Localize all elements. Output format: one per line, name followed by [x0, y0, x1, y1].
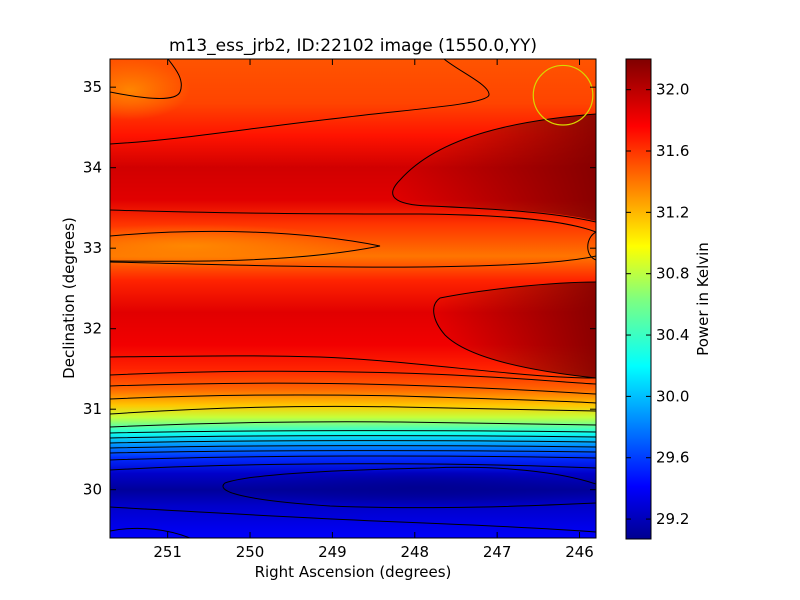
colorbar — [625, 58, 652, 540]
colorbar-ticks: 29.2 29.6 30.0 30.4 30.8 31.2 31.6 32.0 — [626, 81, 689, 528]
x-axis-ticks: 251 250 249 248 247 246 — [153, 59, 594, 561]
y-tick-label: 33 — [83, 239, 102, 257]
y-tick-label: 32 — [83, 320, 102, 338]
dark-region-upper-right — [393, 114, 596, 221]
colorbar-tick-label: 30.0 — [656, 387, 689, 405]
chart-title: m13_ess_jrb2, ID:22102 image (1550.0,YY) — [169, 36, 537, 56]
colorbar-tick-label: 31.6 — [656, 142, 689, 160]
colorbar-label: Power in Kelvin — [694, 242, 712, 356]
warm-blob-corner — [110, 60, 190, 120]
y-tick-label: 31 — [83, 400, 102, 418]
plot-frame — [109, 58, 597, 539]
y-tick-label: 30 — [83, 481, 102, 499]
colorbar-tick-label: 30.4 — [656, 326, 689, 344]
x-tick-label: 247 — [483, 543, 512, 561]
dark-region-right — [433, 282, 596, 378]
colorbar-tick-label: 29.6 — [656, 449, 689, 467]
colorbar-tick-label: 30.8 — [656, 265, 689, 283]
colorbar-tick-label: 29.2 — [656, 510, 689, 528]
y-tick-label: 34 — [83, 159, 102, 177]
x-tick-label: 248 — [400, 543, 429, 561]
x-tick-label: 251 — [153, 543, 182, 561]
plot-area — [110, 59, 596, 538]
colorbar-tick-label: 32.0 — [656, 81, 689, 99]
colorbar-tick-label: 31.2 — [656, 203, 689, 221]
x-axis-label: Right Ascension (degrees) — [255, 563, 452, 581]
beam-marker-circle — [532, 64, 594, 126]
y-tick-label: 35 — [83, 78, 102, 96]
x-tick-label: 246 — [565, 543, 594, 561]
cold-blob — [220, 468, 596, 508]
y-axis-ticks: 30 31 32 33 34 35 — [83, 78, 596, 499]
x-tick-label: 250 — [236, 543, 265, 561]
y-axis-label: Declination (degrees) — [60, 217, 78, 379]
contour-lines — [110, 59, 596, 538]
x-tick-label: 249 — [318, 543, 347, 561]
